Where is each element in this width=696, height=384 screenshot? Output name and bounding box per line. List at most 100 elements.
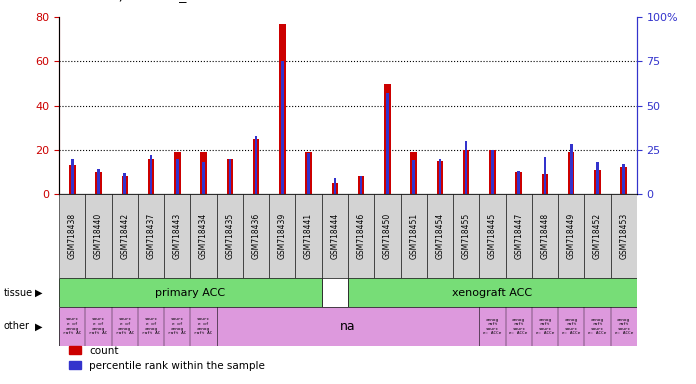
Bar [176,159,179,194]
Bar [594,170,601,194]
Text: xenog
raft
sourc
e: ACCe: xenog raft sourc e: ACCe [483,318,502,335]
Bar [216,194,243,278]
Text: GSM718454: GSM718454 [436,213,445,259]
Text: GSM718437: GSM718437 [147,213,156,259]
Bar [123,173,126,194]
Text: GSM718449: GSM718449 [567,213,576,259]
Bar [491,150,493,194]
Bar [558,194,585,278]
Bar [253,139,260,194]
Bar [296,194,322,278]
Bar [203,162,205,194]
Text: sourc
e of
xenog
raft AC: sourc e of xenog raft AC [89,318,108,335]
Text: GSM718441: GSM718441 [304,213,313,259]
Legend: count, percentile rank within the sample: count, percentile rank within the sample [64,341,269,375]
Text: GSM718445: GSM718445 [488,213,497,259]
Bar [517,171,520,194]
Bar [610,194,637,278]
Bar [505,194,532,278]
Bar [348,278,637,307]
Text: GSM718446: GSM718446 [356,213,365,259]
Bar [541,174,548,194]
Bar [322,194,348,278]
Bar [532,194,558,278]
Bar [59,194,86,278]
Bar [243,194,269,278]
Bar [463,150,469,194]
Text: GSM718448: GSM718448 [540,213,549,259]
Text: sourc
e of
xenog
raft AC: sourc e of xenog raft AC [116,318,134,335]
Text: tissue: tissue [3,288,33,298]
Bar [86,194,111,278]
Text: ▶: ▶ [35,321,42,331]
Bar [374,194,400,278]
Text: xenog
raft
sourc
e: ACCe: xenog raft sourc e: ACCe [588,318,607,335]
Bar [281,61,284,194]
Bar [333,178,336,194]
Text: GDS3977 / 219651_at: GDS3977 / 219651_at [59,0,202,2]
Bar [269,194,296,278]
Bar [570,144,573,194]
Bar [360,176,363,194]
Bar [544,157,546,194]
Bar [412,161,415,194]
Text: ▶: ▶ [35,288,42,298]
Text: sourc
e of
xenog
raft AC: sourc e of xenog raft AC [168,318,187,335]
Bar [59,278,322,307]
Text: other: other [3,321,29,331]
Bar [174,152,180,194]
Bar [228,159,231,194]
Bar [516,172,522,194]
Bar [384,84,390,194]
Text: GSM718440: GSM718440 [94,213,103,259]
Text: sourc
e of
xenog
raft AC: sourc e of xenog raft AC [63,318,81,335]
Bar [191,194,216,278]
Bar [436,161,443,194]
Text: xenog
raft
sourc
e: ACCe: xenog raft sourc e: ACCe [509,318,528,335]
Bar [227,159,233,194]
Text: GSM718455: GSM718455 [461,213,470,259]
Text: GSM718443: GSM718443 [173,213,182,259]
Text: GSM718447: GSM718447 [514,213,523,259]
Bar [596,162,599,194]
Bar [200,152,207,194]
Text: sourc
e of
xenog
raft AC: sourc e of xenog raft AC [194,318,213,335]
Bar [331,183,338,194]
Bar [255,136,258,194]
Bar [568,152,574,194]
Text: GSM718436: GSM718436 [251,213,260,259]
Bar [622,164,625,194]
Bar [71,159,74,194]
Bar [489,150,496,194]
Text: xenog
raft
sourc
e: ACCe: xenog raft sourc e: ACCe [562,318,580,335]
Bar [400,194,427,278]
Text: xenog
raft
sourc
e: ACCe: xenog raft sourc e: ACCe [615,318,633,335]
Text: GSM718438: GSM718438 [68,213,77,259]
Text: xenog
raft
sourc
e: ACCe: xenog raft sourc e: ACCe [536,318,554,335]
Bar [308,153,310,194]
Text: GSM718450: GSM718450 [383,213,392,259]
Text: GSM718439: GSM718439 [278,213,287,259]
Bar [620,167,627,194]
Text: primary ACC: primary ACC [155,288,226,298]
Bar [138,194,164,278]
Text: xenograft ACC: xenograft ACC [452,288,532,298]
Text: GSM718451: GSM718451 [409,213,418,259]
Bar [306,152,312,194]
Text: sourc
e of
xenog
raft AC: sourc e of xenog raft AC [142,318,160,335]
Bar [122,176,128,194]
Text: GSM718434: GSM718434 [199,213,208,259]
Text: na: na [340,320,356,333]
Bar [69,165,76,194]
Bar [411,152,417,194]
Bar [97,169,100,194]
Bar [322,278,348,307]
Bar [585,194,610,278]
Text: GSM718453: GSM718453 [619,213,628,259]
Bar [279,24,285,194]
Bar [438,159,441,194]
Text: GSM718444: GSM718444 [331,213,340,259]
Bar [358,176,365,194]
Bar [150,155,152,194]
Bar [95,172,102,194]
